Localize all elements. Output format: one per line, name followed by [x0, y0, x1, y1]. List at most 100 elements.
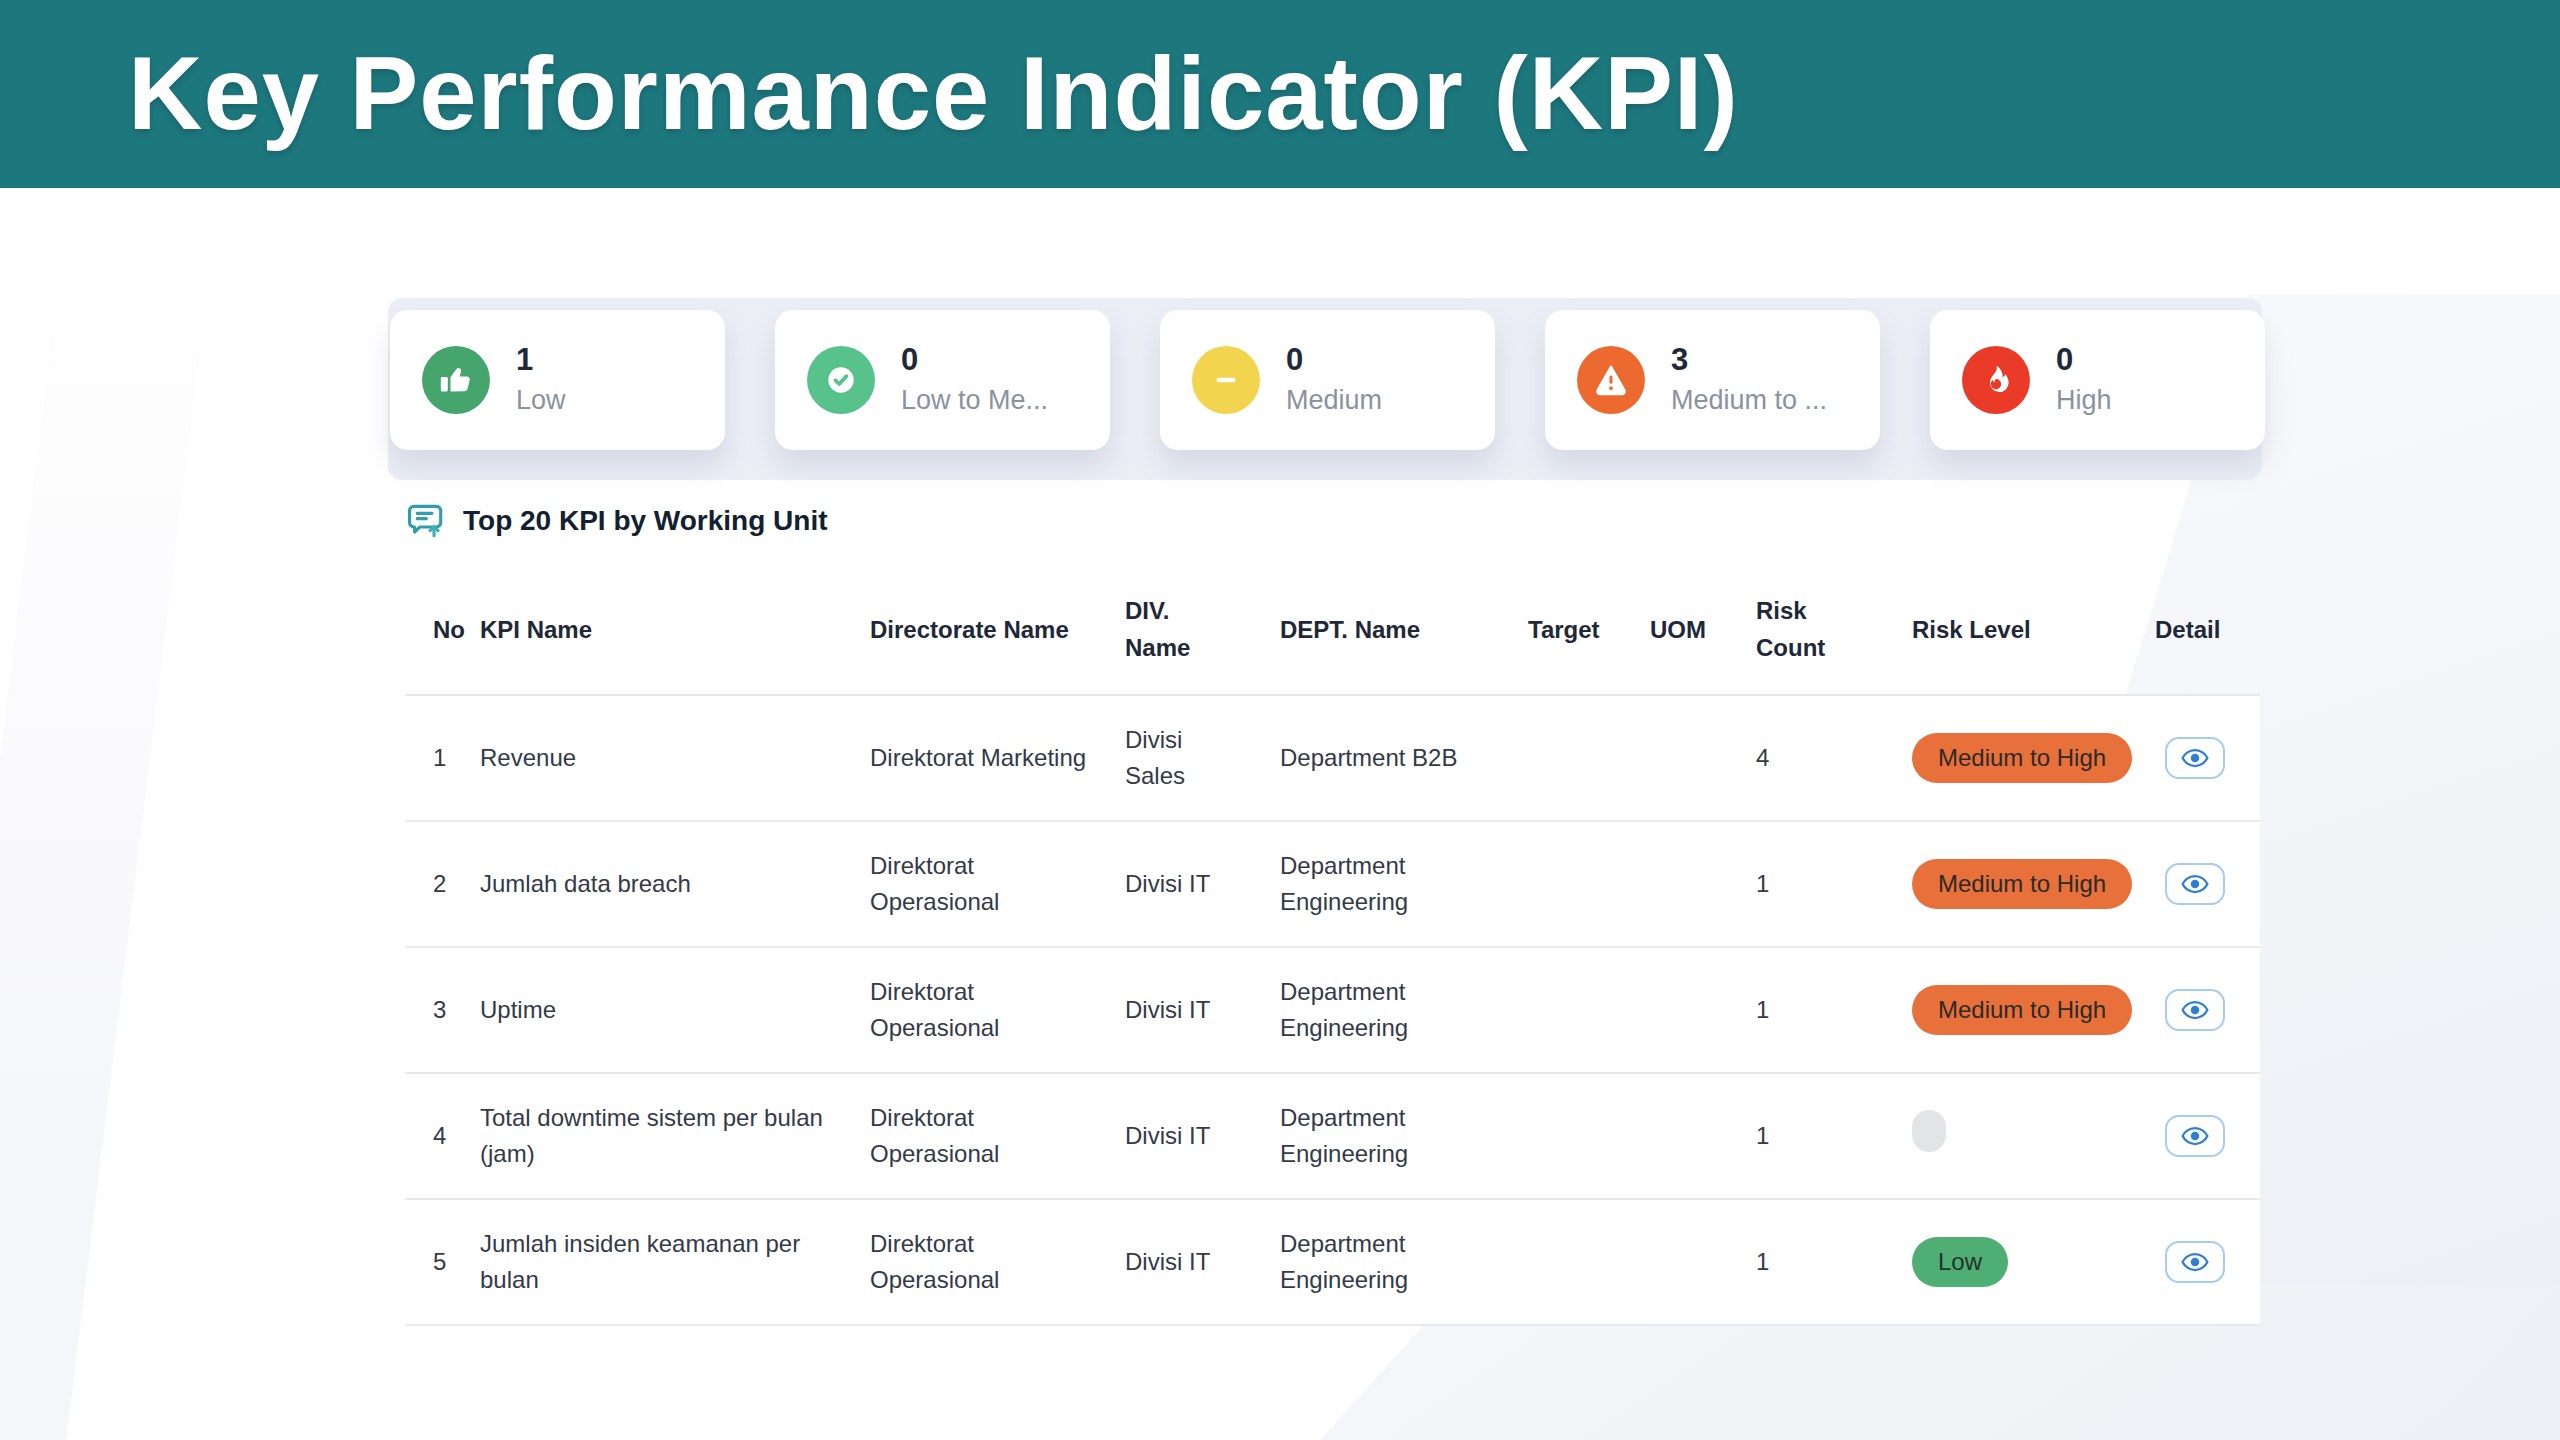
detail-view-button[interactable] [2165, 863, 2225, 905]
eye-icon [2180, 995, 2210, 1025]
summary-card-high[interactable]: 0 High [1930, 310, 2265, 450]
detail-view-button[interactable] [2165, 737, 2225, 779]
table-row: 4 Total downtime sistem per bulan (jam) … [405, 1073, 2260, 1199]
cell-no: 4 [405, 1073, 480, 1199]
cell-risk-level [1912, 1073, 2155, 1199]
cell-uom [1650, 695, 1756, 821]
cell-target [1528, 1073, 1650, 1199]
card-label: Medium to ... [1671, 383, 1827, 418]
cell-risk-level: Low [1912, 1199, 2155, 1325]
cell-directorate: Direktorat Operasional [870, 1073, 1125, 1199]
cell-detail [2155, 947, 2260, 1073]
cell-target [1528, 947, 1650, 1073]
cell-risk-count: 1 [1756, 1073, 1912, 1199]
table-row: 3 Uptime Direktorat Operasional Divisi I… [405, 947, 2260, 1073]
summary-card-medium-to-high[interactable]: 3 Medium to ... [1545, 310, 1880, 450]
cell-no: 2 [405, 821, 480, 947]
cell-detail [2155, 1199, 2260, 1325]
cell-no: 1 [405, 695, 480, 821]
col-header-div-name: DIV. Name [1125, 564, 1280, 695]
cell-kpi-name: Revenue [480, 695, 870, 821]
risk-level-badge: Medium to High [1912, 985, 2132, 1035]
cell-division: Divisi IT [1125, 1199, 1280, 1325]
cell-division: Divisi IT [1125, 821, 1280, 947]
cell-target [1528, 695, 1650, 821]
table-header-row: No KPI Name Directorate Name DIV. Name D… [405, 564, 2260, 695]
cell-risk-count: 4 [1756, 695, 1912, 821]
table-row: 2 Jumlah data breach Direktorat Operasio… [405, 821, 2260, 947]
warning-triangle-icon [1577, 346, 1645, 414]
card-label: High [2056, 383, 2112, 418]
cell-directorate: Direktorat Operasional [870, 1199, 1125, 1325]
cell-no: 5 [405, 1199, 480, 1325]
cell-target [1528, 1199, 1650, 1325]
cell-target [1528, 821, 1650, 947]
cell-risk-level: Medium to High [1912, 821, 2155, 947]
cell-division: Divisi IT [1125, 947, 1280, 1073]
cell-division: Divisi IT [1125, 1073, 1280, 1199]
eye-icon [2180, 1247, 2210, 1277]
cell-department: Department Engineering [1280, 821, 1528, 947]
cell-detail [2155, 1073, 2260, 1199]
cell-detail [2155, 695, 2260, 821]
cell-kpi-name: Uptime [480, 947, 870, 1073]
risk-level-badge: Medium to High [1912, 733, 2132, 783]
cell-division: Divisi Sales [1125, 695, 1280, 821]
col-header-target: Target [1528, 564, 1650, 695]
cell-department: Department Engineering [1280, 1073, 1528, 1199]
eye-icon [2180, 1121, 2210, 1151]
eye-icon [2180, 869, 2210, 899]
cell-directorate: Direktorat Operasional [870, 821, 1125, 947]
col-header-directorate-name: Directorate Name [870, 564, 1125, 695]
col-header-no: No [405, 564, 480, 695]
card-value: 0 [901, 342, 1048, 378]
col-header-risk-level: Risk Level [1912, 564, 2155, 695]
check-circle-icon [807, 346, 875, 414]
summary-card-low-to-medium[interactable]: 0 Low to Me... [775, 310, 1110, 450]
cell-department: Department B2B [1280, 695, 1528, 821]
cell-risk-count: 1 [1756, 1199, 1912, 1325]
col-header-detail: Detail [2155, 564, 2260, 695]
section-title: Top 20 KPI by Working Unit [463, 505, 828, 537]
background-band-left [0, 188, 220, 1440]
cell-department: Department Engineering [1280, 947, 1528, 1073]
page-header-banner: Key Performance Indicator (KPI) [0, 0, 2560, 188]
cell-kpi-name: Total downtime sistem per bulan (jam) [480, 1073, 870, 1199]
card-value: 1 [516, 342, 566, 378]
risk-level-badge: Low [1912, 1237, 2008, 1287]
kpi-table: No KPI Name Directorate Name DIV. Name D… [405, 564, 2260, 1326]
cell-kpi-name: Jumlah insiden keamanan per bulan [480, 1199, 870, 1325]
card-label: Low [516, 383, 566, 418]
cell-directorate: Direktorat Marketing [870, 695, 1125, 821]
cell-kpi-name: Jumlah data breach [480, 821, 870, 947]
cell-directorate: Direktorat Operasional [870, 947, 1125, 1073]
kpi-dashboard: Key Performance Indicator (KPI) 1 Low 0 … [0, 0, 2560, 1440]
cell-risk-count: 1 [1756, 821, 1912, 947]
cell-risk-count: 1 [1756, 947, 1912, 1073]
cell-detail [2155, 821, 2260, 947]
summary-card-low[interactable]: 1 Low [390, 310, 725, 450]
cell-department: Department Engineering [1280, 1199, 1528, 1325]
cell-no: 3 [405, 947, 480, 1073]
cell-uom [1650, 1199, 1756, 1325]
eye-icon [2180, 743, 2210, 773]
risk-level-badge-empty [1912, 1110, 1946, 1152]
detail-view-button[interactable] [2165, 1115, 2225, 1157]
page-title: Key Performance Indicator (KPI) [0, 35, 1739, 153]
top20-kpi-section: Top 20 KPI by Working Unit No KPI Name D… [405, 500, 2265, 1326]
cell-uom [1650, 947, 1756, 1073]
col-header-dept-name: DEPT. Name [1280, 564, 1528, 695]
table-row: 5 Jumlah insiden keamanan per bulan Dire… [405, 1199, 2260, 1325]
thumbs-up-icon [422, 346, 490, 414]
fire-icon [1962, 346, 2030, 414]
cell-uom [1650, 1073, 1756, 1199]
detail-view-button[interactable] [2165, 989, 2225, 1031]
detail-view-button[interactable] [2165, 1241, 2225, 1283]
card-value: 3 [1671, 342, 1827, 378]
col-header-kpi-name: KPI Name [480, 564, 870, 695]
minus-circle-icon [1192, 346, 1260, 414]
message-upload-icon [405, 500, 447, 542]
col-header-uom: UOM [1650, 564, 1756, 695]
card-value: 0 [1286, 342, 1382, 378]
summary-card-medium[interactable]: 0 Medium [1160, 310, 1495, 450]
